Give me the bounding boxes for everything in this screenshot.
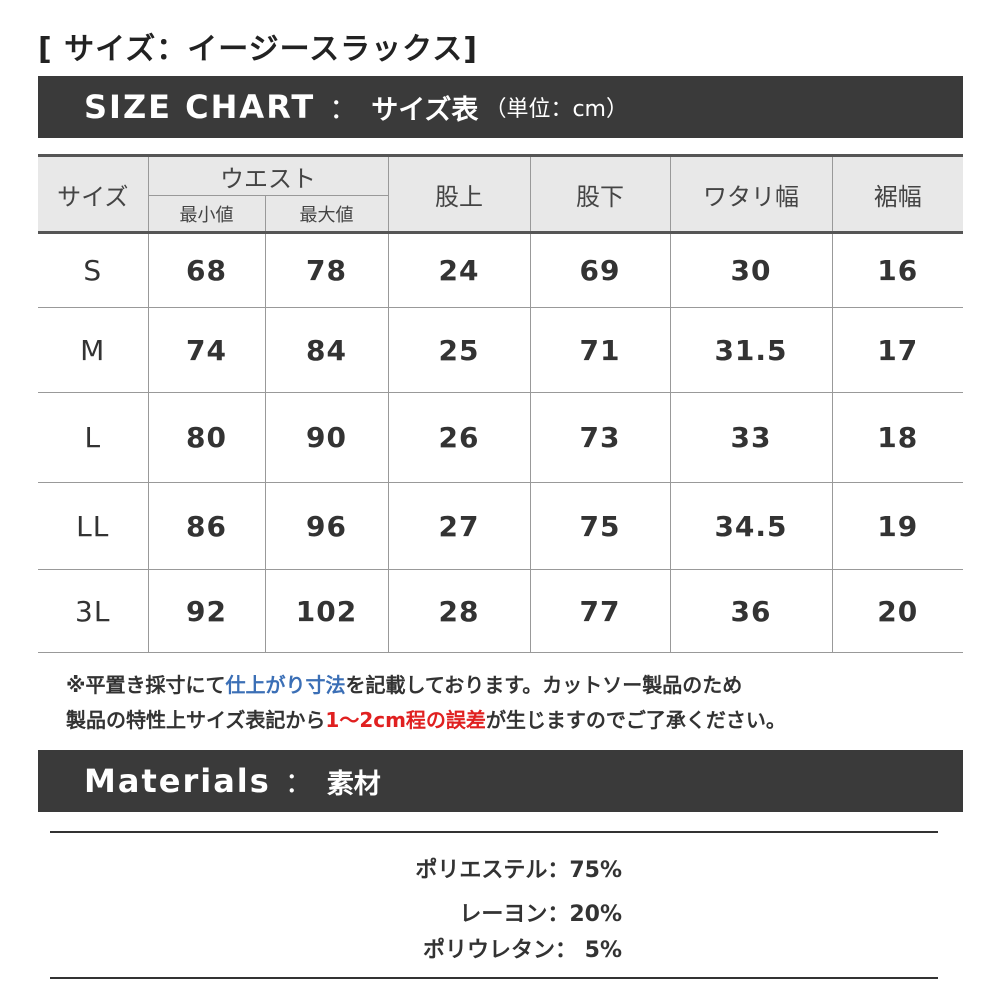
value-cell: 78 — [264, 232, 389, 308]
note-text: が生じますのでご了承ください。 — [485, 708, 786, 732]
value-cell: 80 — [147, 392, 266, 483]
value-cell: 19 — [831, 482, 963, 570]
materials-banner: Materials ： 素材 — [38, 750, 963, 812]
header-rise: 股上 — [387, 155, 531, 233]
size-cell: S — [38, 232, 149, 308]
size-chart-heading-jp: サイズ表 — [371, 94, 479, 126]
value-cell: 90 — [264, 392, 389, 483]
value-cell: 84 — [264, 307, 389, 393]
materials-heading-jp: 素材 — [326, 768, 381, 800]
value-cell: 24 — [387, 232, 531, 308]
header-waist-min: 最小値 — [148, 195, 266, 233]
size-cell: L — [38, 392, 149, 483]
value-cell: 68 — [147, 232, 266, 308]
value-cell: 71 — [529, 307, 671, 393]
value-cell: 17 — [831, 307, 963, 393]
header-size: サイズ — [38, 155, 149, 233]
header-waist: ウエスト — [147, 155, 389, 196]
size-chart-banner: SIZE CHART ： サイズ表 （単位：cm） — [38, 76, 963, 138]
value-cell: 16 — [831, 232, 963, 308]
value-cell: 92 — [147, 569, 266, 653]
table-row: LL 86 96 27 75 34.5 19 — [38, 482, 963, 570]
size-chart-heading-en: SIZE CHART — [84, 88, 316, 126]
value-cell: 74 — [147, 307, 266, 393]
value-cell: 33 — [669, 392, 833, 483]
header-thigh: ワタリ幅 — [669, 155, 833, 233]
note-text: 製品の特性上サイズ表記から — [66, 708, 326, 732]
divider — [50, 977, 938, 979]
size-cell: M — [38, 307, 149, 393]
value-cell: 73 — [529, 392, 671, 483]
note-text: ※平置き採寸にて — [66, 673, 226, 697]
material-item: ポリウレタン： 5% — [422, 938, 622, 963]
value-cell: 26 — [387, 392, 531, 483]
header-hem: 裾幅 — [831, 155, 963, 233]
value-cell: 28 — [387, 569, 531, 653]
material-item: ポリエステル：75% — [415, 858, 622, 883]
material-item: レーヨン：20% — [459, 902, 622, 927]
value-cell: 77 — [529, 569, 671, 653]
value-cell: 36 — [669, 569, 833, 653]
size-note: ※平置き採寸にて仕上がり寸法を記載しております。カットソー製品のため 製品の特性… — [66, 668, 786, 738]
value-cell: 69 — [529, 232, 671, 308]
separator: ： — [329, 92, 358, 125]
value-cell: 34.5 — [669, 482, 833, 570]
unit-label: （単位：cm） — [484, 97, 628, 122]
size-cell: LL — [38, 482, 149, 570]
value-cell: 30 — [669, 232, 833, 308]
size-table: サイズ ウエスト 股上 股下 ワタリ幅 裾幅 最小値 最大値 S 68 78 24 69… — [38, 154, 963, 653]
size-cell: 3L — [38, 569, 149, 653]
note-highlight-blue: 仕上がり寸法 — [225, 673, 346, 697]
value-cell: 20 — [831, 569, 963, 653]
table-row: S 68 78 24 69 30 16 — [38, 232, 963, 308]
header-waist-max: 最大値 — [264, 195, 388, 233]
materials-heading-en: Materials — [84, 762, 271, 800]
table-row: M 74 84 25 71 31.5 17 — [38, 307, 963, 393]
note-text: を記載しております。カットソー製品のため — [345, 673, 743, 697]
separator: ： — [284, 766, 313, 799]
value-cell: 31.5 — [669, 307, 833, 393]
value-cell: 27 — [387, 482, 531, 570]
value-cell: 102 — [264, 569, 389, 653]
table-row: L 80 90 26 73 33 18 — [38, 392, 963, 483]
value-cell: 75 — [529, 482, 671, 570]
value-cell: 18 — [831, 392, 963, 483]
value-cell: 96 — [264, 482, 389, 570]
value-cell: 25 — [387, 307, 531, 393]
value-cell: 86 — [147, 482, 266, 570]
divider — [50, 831, 938, 833]
table-row: 3L 92 102 28 77 36 20 — [38, 569, 963, 653]
header-inseam: 股下 — [529, 155, 671, 233]
note-highlight-red: 1～2cm程の誤差 — [325, 708, 486, 732]
product-title: [ サイズ：イージースラックス] — [38, 32, 478, 67]
